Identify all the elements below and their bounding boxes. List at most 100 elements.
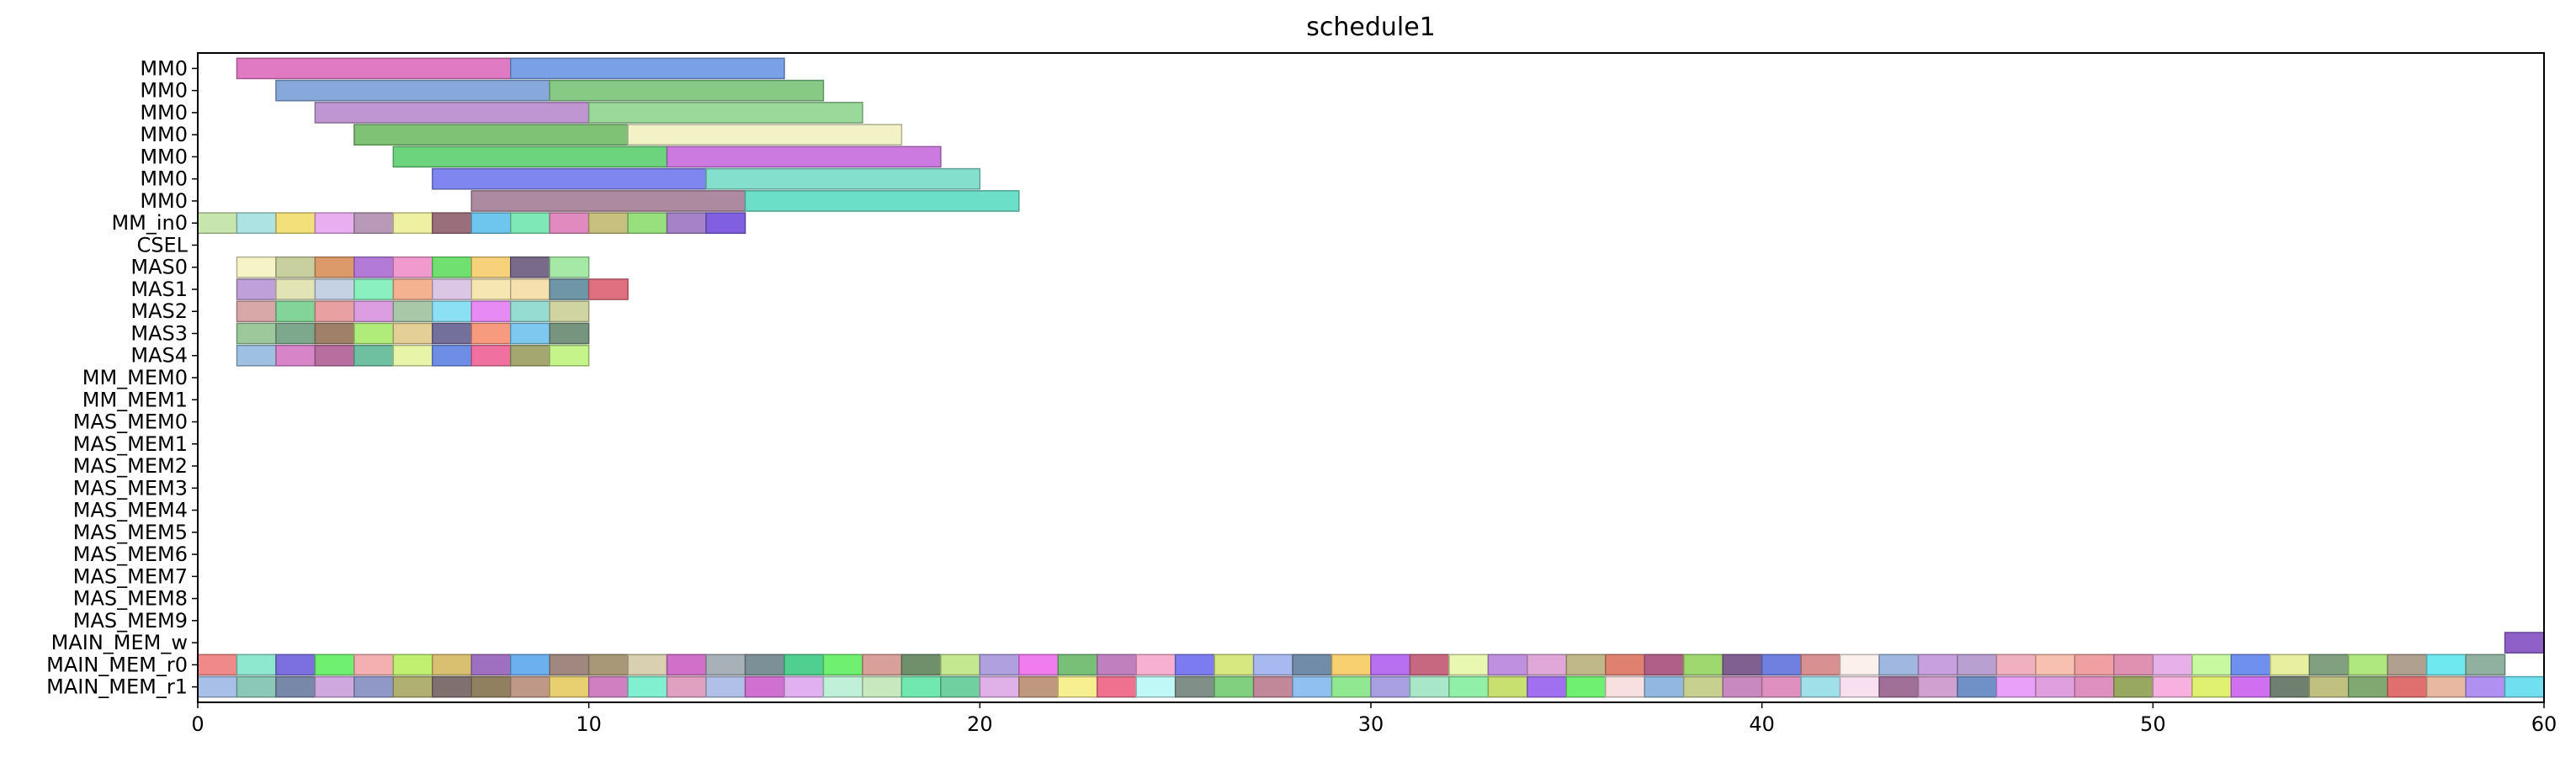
task-bar <box>2230 654 2271 676</box>
task-bar <box>509 278 550 300</box>
task-bar <box>509 300 550 323</box>
task-bar <box>2347 675 2388 698</box>
task-bar <box>1330 675 1372 698</box>
task-bar <box>509 322 550 345</box>
task-bar <box>705 212 746 235</box>
task-bar <box>353 654 395 676</box>
task-bar <box>353 278 395 300</box>
task-bar <box>1644 654 1685 676</box>
resource-label: MAS_MEM0 <box>73 410 188 434</box>
task-bar <box>2035 675 2076 698</box>
task-bar <box>666 654 707 676</box>
task-bar <box>587 212 629 235</box>
task-bar <box>1878 675 1920 698</box>
task-bar <box>2074 654 2115 676</box>
task-bar <box>275 278 316 300</box>
task-bar <box>432 256 473 278</box>
task-bar <box>1487 654 1528 676</box>
task-bar <box>1878 654 1920 676</box>
x-tick-label: 60 <box>2531 712 2557 736</box>
task-bar <box>353 675 395 698</box>
task-bar <box>2113 654 2154 676</box>
resource-label: MAS0 <box>130 256 188 279</box>
task-bar <box>1605 654 1646 676</box>
resource-label: MM0 <box>140 123 188 146</box>
task-bar <box>549 300 590 323</box>
task-bar <box>275 79 550 102</box>
task-bar <box>2191 654 2233 676</box>
task-bar <box>900 675 942 698</box>
task-bar <box>275 300 316 323</box>
task-bar <box>509 344 550 367</box>
task-bar <box>1800 675 1841 698</box>
task-bar <box>1487 675 1528 698</box>
task-bar <box>392 675 433 698</box>
task-bar <box>862 675 903 698</box>
task-bar <box>314 278 355 300</box>
task-bar <box>509 212 550 235</box>
task-bar <box>1292 675 1333 698</box>
task-bar <box>2308 675 2350 698</box>
task-bar <box>1057 675 1098 698</box>
task-bar <box>1018 675 1060 698</box>
task-bar <box>940 654 981 676</box>
resource-label: MAS_MEM6 <box>73 543 188 566</box>
task-bar <box>236 322 277 345</box>
task-bar <box>2387 675 2428 698</box>
task-bar <box>783 675 825 698</box>
resource-label: MAIN_MEM_w <box>51 631 188 654</box>
resource-label: MAS_MEM4 <box>73 499 188 522</box>
x-tick-label: 0 <box>191 712 204 736</box>
resource-label: MAIN_MEM_r1 <box>46 675 188 699</box>
task-bar <box>549 278 590 300</box>
task-bar <box>979 654 1020 676</box>
task-bar <box>2465 654 2506 676</box>
task-bar <box>432 212 473 235</box>
task-bar <box>353 212 395 235</box>
task-bar <box>1370 675 1411 698</box>
task-bar <box>587 102 863 124</box>
task-bar <box>2425 675 2467 698</box>
task-bar <box>2152 654 2193 676</box>
resource-label: MAS3 <box>130 321 188 345</box>
resource-label: MM0 <box>140 145 188 168</box>
task-bar <box>822 675 863 698</box>
task-bar <box>470 212 512 235</box>
task-bar <box>509 256 550 278</box>
resource-label: MAS_MEM1 <box>73 432 188 456</box>
task-bar <box>1995 654 2037 676</box>
task-bar <box>549 212 590 235</box>
task-bar <box>1839 654 1880 676</box>
task-bar <box>1995 675 2037 698</box>
task-bar <box>275 322 316 345</box>
task-bar <box>275 256 316 278</box>
task-bar <box>1761 675 1802 698</box>
task-bar <box>432 654 473 676</box>
resource-label: MAS_MEM3 <box>73 476 188 500</box>
task-bar <box>549 675 590 698</box>
task-bar <box>470 675 512 698</box>
task-bar <box>314 300 355 323</box>
resource-label: MM0 <box>140 189 188 213</box>
resource-label: MAS_MEM8 <box>73 587 188 611</box>
task-bar <box>744 654 785 676</box>
task-bar <box>2425 654 2467 676</box>
resource-label: MAS_MEM5 <box>73 521 188 544</box>
task-bar <box>470 322 512 345</box>
task-bar <box>549 654 590 676</box>
task-bar <box>392 146 668 168</box>
task-bar <box>392 344 433 367</box>
task-bar <box>979 675 1020 698</box>
task-bar <box>2152 675 2193 698</box>
task-bar <box>392 212 433 235</box>
task-bar <box>1214 675 1255 698</box>
task-bar <box>1565 654 1607 676</box>
task-bar <box>1252 675 1293 698</box>
resource-labels: MM0MM0MM0MM0MM0MM0MM0MM_in0CSELMAS0MAS1M… <box>46 56 198 699</box>
task-bar <box>1409 675 1450 698</box>
task-bar <box>1682 654 1724 676</box>
task-bar <box>1018 654 1060 676</box>
task-bar <box>1252 654 1293 676</box>
task-bar <box>509 675 550 698</box>
task-bar <box>275 212 316 235</box>
